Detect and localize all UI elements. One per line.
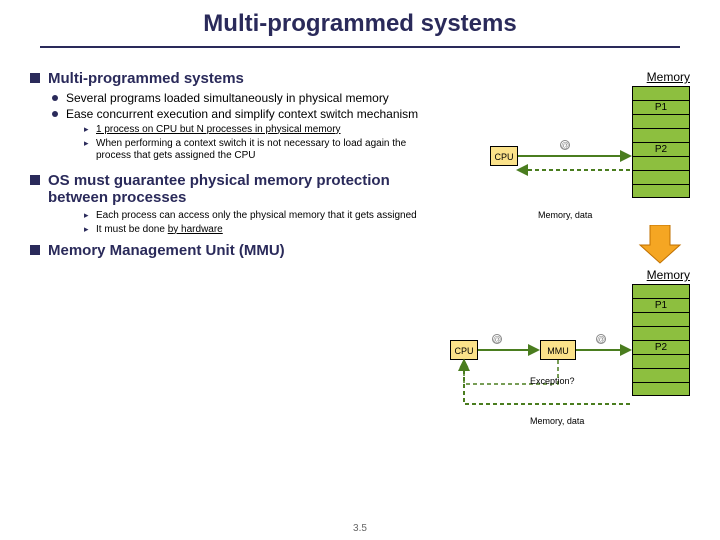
subbullet-2a: Each process can access only the physica… xyxy=(30,210,420,222)
subbullet-1b: When performing a context switch it is n… xyxy=(30,138,420,162)
title-rule xyxy=(40,46,680,48)
memdata-label-2: Memory, data xyxy=(530,416,584,426)
subbullet-1a: 1 process on CPU but N processes in phys… xyxy=(30,124,420,136)
diagram-area: Memory P1 P2 CPU @ Memory, data Memory P… xyxy=(430,70,690,470)
bullet-2: Ease concurrent execution and simplify c… xyxy=(30,107,420,121)
bullet-1: Several programs loaded simultaneously i… xyxy=(30,91,420,105)
big-down-arrow xyxy=(430,225,690,265)
memdata-label-1: Memory, data xyxy=(538,210,592,220)
slide-title: Multi-programmed systems xyxy=(0,0,720,38)
subbullet-2b: It must be done by hardware xyxy=(30,224,420,236)
exception-label: Exception? xyxy=(530,376,575,386)
heading-2: OS must guarantee physical memory protec… xyxy=(30,172,420,206)
heading-3: Memory Management Unit (MMU) xyxy=(30,242,420,259)
memory-label-2: Memory xyxy=(647,268,690,282)
heading-1: Multi-programmed systems xyxy=(30,70,420,87)
content-column: Multi-programmed systems Several program… xyxy=(30,70,420,263)
arrows-bottom xyxy=(430,284,690,454)
slide-footer: 3.5 xyxy=(0,523,720,534)
